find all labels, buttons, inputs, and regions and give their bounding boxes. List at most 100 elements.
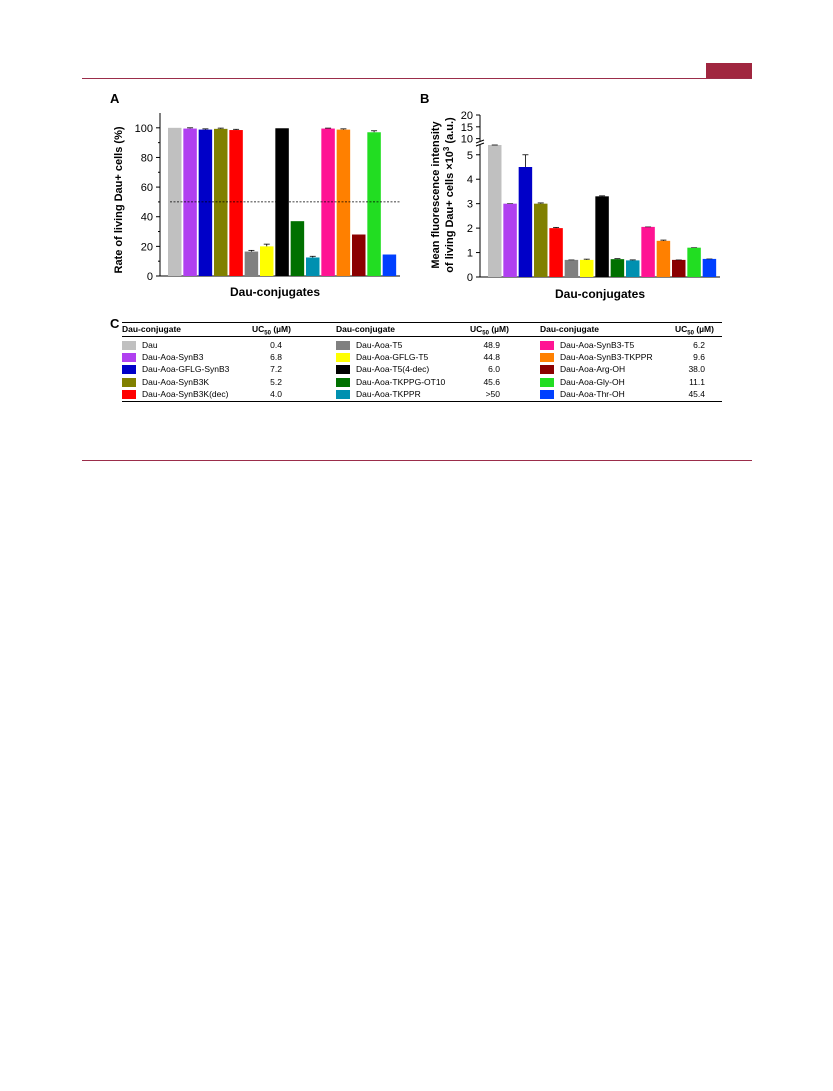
chart-b-bar: Dau-Aoa-GFLG-T5 [580,259,594,277]
chart-b-bar: Dau-Aoa-SynB3 [503,203,517,277]
chart-b-ytick-label: 10 [461,134,473,146]
uc50-value: 6.8 [270,352,282,363]
color-swatch [122,365,136,375]
top-rule [82,78,752,79]
header-conjugate-1: Dau-conjugate [122,324,182,334]
conjugate-name: Dau-Aoa-SynB3K(dec) [142,388,229,399]
conjugate-name: Dau-Aoa-SynB3-TKPPR [560,352,653,363]
color-swatch [122,389,136,399]
conjugate-name: Dau-Aoa-Gly-OH [560,376,625,387]
chart-b-bar: Dau-Aoa-Arg-OH [672,259,686,277]
chart-b-ytick-label: 1 [467,248,473,260]
uc50-value: 45.6 [483,376,500,387]
color-swatch [336,365,350,375]
chart-a-ytick-label: 20 [141,241,153,253]
chart-a-ytick-label: 80 [141,152,153,164]
header-conjugate-2: Dau-conjugate [336,324,396,334]
uc50-value: 38.0 [688,364,705,375]
conjugate-name: Dau-Aoa-GFLG-T5 [356,352,429,363]
uc50-value: 6.0 [488,364,500,375]
uc50-value: 11.1 [689,376,705,387]
chart-b-bar: Dau-Aoa-SynB3-TKPPR [656,240,671,277]
chart-b-bar: Dau-Aoa-SynB3K(dec) [549,228,563,277]
color-swatch [540,377,554,387]
color-swatch [540,389,554,399]
uc50-value: 45.4 [688,388,705,399]
color-swatch [336,341,350,350]
color-swatch [336,377,350,387]
conjugate-name: Dau-Aoa-Thr-OH [560,388,625,399]
conjugate-name: Dau-Aoa-GFLG-SynB3 [142,364,230,375]
table-header-rule [122,336,722,337]
conjugate-name: Dau [142,340,158,350]
uc50-table: Dau-conjugate UC50 (µM) Dau-conjugate UC… [122,322,722,402]
chart-a-bar: Dau-Aoa-SynB3K(dec) [229,130,243,276]
uc50-value: 4.0 [270,388,282,399]
panel-label-b: B [420,91,430,106]
chart-b-ytick-label: 4 [467,174,473,186]
chart-b-bar: Dau-Aoa-SynB3K [534,203,548,277]
uc-sub: 50 [687,330,694,337]
chart-a-ytick-label: 40 [141,212,153,224]
chart-b-ytick-label: 15 [461,122,473,134]
panel-label-a: A [110,91,120,106]
chart-b-bar: Dau-Aoa-SynB3-T5 [641,226,655,277]
uc-prefix: UC [252,324,265,334]
table-bottom-rule [122,401,722,402]
uc-sub: 50 [264,330,271,337]
uc-suffix: (µM) [488,324,509,334]
chart-a-bar: Dau-Aoa-SynB3 [183,128,197,276]
color-swatch [540,365,554,375]
uc50-value: 6.2 [693,340,705,350]
chart-b-bar: Dau-Aoa-Gly-OH [687,247,701,277]
chart-b-ytick-label: 2 [467,223,473,235]
chart-b-ytick-label: 3 [467,199,473,211]
chart-b-ytick-label: 0 [467,272,473,284]
color-swatch [122,341,136,350]
chart-b-axis-break-mark [475,142,485,147]
conjugate-name: Dau-Aoa-SynB3 [142,352,204,363]
chart-a-xlabel: Dau-conjugates [230,285,320,299]
chart-b-ytick-label: 5 [467,150,473,162]
chart-b-bar: Dau-Aoa-GFLG-SynB3 [518,167,533,277]
table-top-rule [122,322,722,323]
chart-a-ylabel: Rate of living Dau+ cells (%) [113,126,125,273]
chart-b: Mean fluorescence intensity of living Da… [430,110,720,301]
chart-b-ylabel-prefix: of living Dau+ cells ×10 [444,151,456,273]
header-uc50-1: UC50 (µM) [252,324,291,337]
header-accent-block [706,63,752,78]
chart-a-bar: Dau-Aoa-Gly-OH [367,132,381,276]
uc50-value: 7.2 [270,364,282,375]
chart-a: Rate of living Dau+ cells (%) Dau-conjug… [113,113,400,299]
uc50-value: 9.6 [693,352,705,363]
chart-a-ytick-label: 100 [135,123,153,135]
uc-suffix: (µM) [270,324,291,334]
color-swatch [122,353,136,363]
color-swatch [336,389,350,399]
chart-a-ytick-label: 60 [141,182,153,194]
uc-sub: 50 [482,330,489,337]
color-swatch [336,353,350,363]
chart-a-bar: Dau-Aoa-GFLG-T5 [260,246,274,276]
chart-b-ylabel-suffix: (a.u.) [444,117,456,147]
color-swatch [540,353,554,363]
chart-a-bar: Dau-Aoa-T5 [244,251,259,276]
chart-b-bar: Dau-Aoa-T5 [564,259,579,277]
chart-b-bar [488,145,502,277]
header-conjugate-3: Dau-conjugate [540,324,600,334]
chart-b-bar: Dau-Aoa-T5(4-dec) [595,196,609,277]
chart-b-ylabel-line2: of living Dau+ cells ×103 (a.u.) [442,117,456,273]
chart-b-bar: Dau-Aoa-Thr-OH [702,258,717,277]
conjugate-name: Dau-Aoa-T5 [356,340,403,350]
chart-b-xlabel: Dau-conjugates [555,287,645,301]
chart-b-ylabel-exp: 3 [442,146,451,151]
header-uc50-2: UC50 (µM) [470,324,509,337]
conjugate-name: Dau-Aoa-T5(4-dec) [356,364,430,375]
header-uc50-3: UC50 (µM) [675,324,714,337]
chart-a-bar: Dau-Aoa-SynB3-TKPPR [336,129,351,276]
conjugate-name: Dau-Aoa-TKPPR [356,388,421,399]
chart-a-bar: Dau-Aoa-TKPPR [306,257,320,276]
chart-b-ytick-label: 20 [461,110,473,122]
chart-b-bar: Dau-Aoa-TKPPR [626,260,640,277]
uc50-value: 5.2 [270,376,282,387]
